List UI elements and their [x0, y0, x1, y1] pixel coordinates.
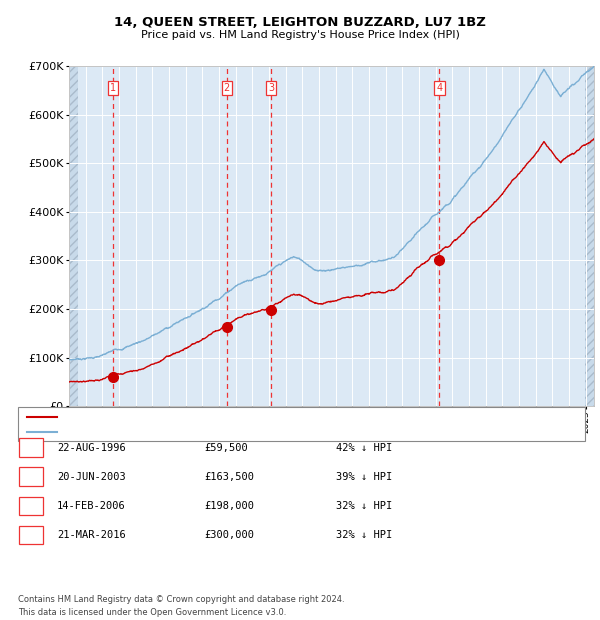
- Text: £198,000: £198,000: [204, 501, 254, 511]
- Text: 1: 1: [28, 443, 35, 453]
- Text: 14, QUEEN STREET, LEIGHTON BUZZARD, LU7 1BZ: 14, QUEEN STREET, LEIGHTON BUZZARD, LU7 …: [114, 16, 486, 29]
- Text: 4: 4: [436, 83, 442, 93]
- Text: 14, QUEEN STREET, LEIGHTON BUZZARD, LU7 1BZ (detached house): 14, QUEEN STREET, LEIGHTON BUZZARD, LU7 …: [63, 412, 400, 422]
- Text: Contains HM Land Registry data © Crown copyright and database right 2024.
This d: Contains HM Land Registry data © Crown c…: [18, 595, 344, 617]
- Text: HPI: Average price, detached house, Central Bedfordshire: HPI: Average price, detached house, Cent…: [63, 427, 344, 437]
- Text: 22-AUG-1996: 22-AUG-1996: [57, 443, 126, 453]
- Text: 32% ↓ HPI: 32% ↓ HPI: [336, 530, 392, 540]
- Text: 39% ↓ HPI: 39% ↓ HPI: [336, 472, 392, 482]
- Text: 4: 4: [28, 530, 35, 540]
- Text: 3: 3: [28, 501, 35, 511]
- Bar: [69, 66, 78, 406]
- Text: 20-JUN-2003: 20-JUN-2003: [57, 472, 126, 482]
- Text: 2: 2: [28, 472, 35, 482]
- Text: Price paid vs. HM Land Registry's House Price Index (HPI): Price paid vs. HM Land Registry's House …: [140, 30, 460, 40]
- Bar: [585, 66, 594, 406]
- Text: 1: 1: [110, 83, 116, 93]
- Text: £163,500: £163,500: [204, 472, 254, 482]
- Text: 42% ↓ HPI: 42% ↓ HPI: [336, 443, 392, 453]
- Text: 32% ↓ HPI: 32% ↓ HPI: [336, 501, 392, 511]
- Text: 2: 2: [224, 83, 230, 93]
- Text: 14-FEB-2006: 14-FEB-2006: [57, 501, 126, 511]
- Text: 21-MAR-2016: 21-MAR-2016: [57, 530, 126, 540]
- Text: 3: 3: [268, 83, 274, 93]
- Text: £300,000: £300,000: [204, 530, 254, 540]
- Text: £59,500: £59,500: [204, 443, 248, 453]
